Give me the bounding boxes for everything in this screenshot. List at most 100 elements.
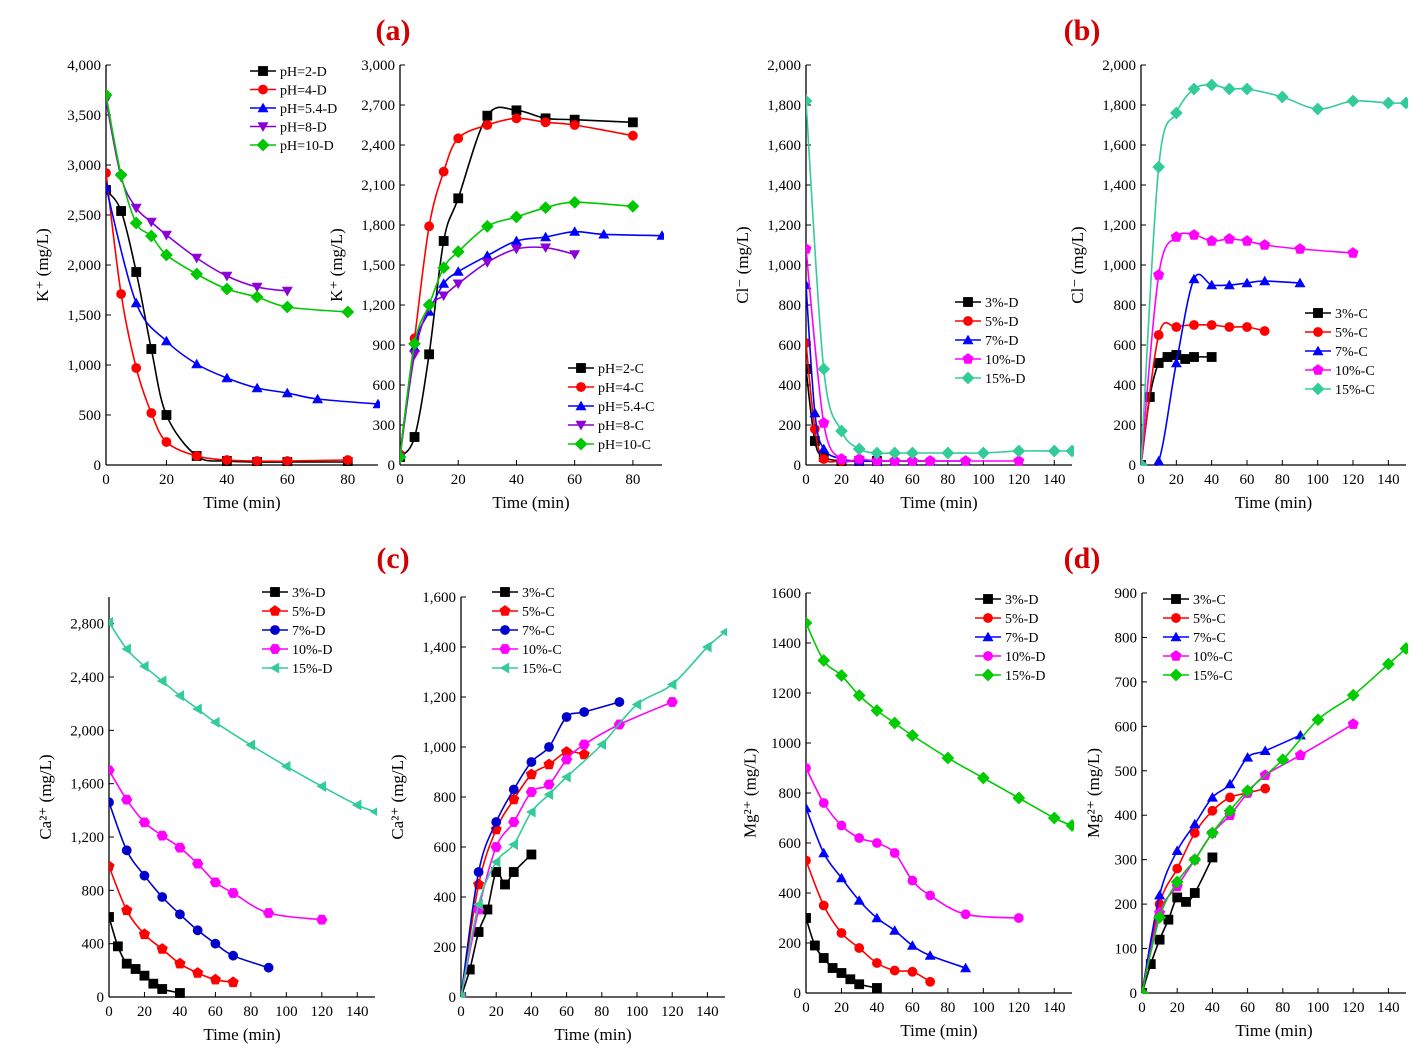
data-point: [452, 279, 464, 289]
series-pH=4-D: [106, 168, 353, 466]
y-tick-label: 200: [1115, 897, 1138, 913]
y-tick-label: 1,200: [1102, 218, 1136, 234]
data-point: [806, 913, 811, 923]
data-point: [1162, 352, 1173, 362]
x-tick-label: 0: [396, 472, 404, 488]
y-tick-label: 900: [1115, 586, 1138, 602]
data-point: [1170, 357, 1182, 368]
legend-label: 10%-C: [522, 643, 562, 658]
data-point: [160, 335, 172, 346]
y-tick-label: 1,600: [767, 138, 801, 154]
data-point: [1275, 90, 1289, 104]
data-point: [539, 201, 552, 215]
y-tick-label: 100: [1115, 942, 1138, 958]
legend-marker: [962, 353, 974, 364]
y-tick-label: 1,400: [1102, 178, 1136, 194]
x-tick-label: 120: [1342, 472, 1365, 488]
y-tick-label: 0: [97, 990, 105, 1006]
legend: 3%-C 5%-C 7%-C 10%-C 15%-C: [1305, 307, 1375, 398]
data-point: [1188, 273, 1200, 284]
x-tick-label: 40: [869, 1000, 884, 1016]
legend-label: 3%-C: [1193, 593, 1226, 608]
data-point: [543, 758, 555, 770]
x-tick-label: 0: [802, 472, 810, 488]
y-tick-label: 600: [779, 338, 802, 354]
y-tick-label: 1,000: [767, 258, 801, 274]
x-axis-label: Time (min): [492, 493, 569, 512]
x-tick-label: 20: [834, 472, 849, 488]
legend-label: 5%-C: [522, 605, 555, 620]
data-point: [1223, 233, 1235, 244]
y-tick-label: 700: [1115, 675, 1138, 691]
data-point: [1047, 444, 1061, 458]
data-point: [109, 912, 114, 922]
legend-label: pH=5.4-D: [280, 102, 337, 117]
x-tick-label: 80: [1275, 1000, 1290, 1016]
data-point: [906, 455, 918, 466]
x-axis-label: Time (min): [1235, 493, 1312, 512]
data-point: [906, 940, 918, 950]
x-axis-label: Time (min): [1235, 1021, 1312, 1040]
data-point: [1013, 455, 1025, 466]
data-point: [1294, 243, 1306, 254]
data-point: [818, 847, 830, 858]
data-point: [1169, 106, 1183, 120]
series-7%-C: [1141, 273, 1306, 466]
series-line: [1141, 273, 1301, 466]
data-point: [146, 344, 157, 354]
data-point: [1207, 805, 1218, 816]
data-point: [1065, 819, 1074, 832]
x-tick-label: 0: [802, 1000, 810, 1016]
y-tick-label: 2,000: [67, 258, 101, 274]
x-tick-label: 20: [137, 1004, 152, 1020]
legend-label: 10%-D: [1005, 650, 1045, 665]
data-point: [1172, 863, 1183, 874]
data-point: [598, 229, 610, 239]
x-tick-label: 40: [509, 472, 524, 488]
x-tick-label: 120: [1008, 472, 1031, 488]
legend-label: pH=10-C: [598, 438, 651, 453]
data-point: [631, 698, 642, 711]
legend-item: 10%-D: [975, 650, 1045, 665]
data-point: [369, 807, 377, 816]
data-point: [453, 193, 464, 204]
x-tick-label: 140: [1377, 472, 1400, 488]
y-tick-label: 500: [1115, 764, 1138, 780]
data-point: [490, 842, 502, 852]
data-point: [925, 890, 936, 901]
series-5%-C: [461, 746, 590, 998]
series-5%-D: [109, 860, 239, 988]
data-point: [1189, 818, 1201, 829]
data-point: [1242, 322, 1252, 332]
data-point: [156, 830, 168, 841]
x-tick-label: 0: [1137, 472, 1145, 488]
x-tick-label: 20: [1170, 1000, 1185, 1016]
data-point: [1241, 784, 1255, 798]
legend-marker: [500, 587, 510, 597]
x-tick-label: 0: [105, 1004, 113, 1020]
data-point: [131, 267, 142, 277]
y-tick-label: 1,400: [422, 640, 456, 656]
data-point: [1347, 718, 1359, 729]
data-point: [174, 957, 186, 969]
data-point: [490, 856, 501, 868]
series-7%-C: [461, 697, 625, 998]
y-tick-label: 1400: [771, 636, 801, 652]
x-tick-label: 80: [1275, 472, 1290, 488]
data-point: [1222, 82, 1236, 96]
data-point: [438, 236, 449, 246]
data-point: [251, 382, 263, 393]
legend-marker: [269, 662, 280, 674]
legend-marker: [258, 84, 268, 95]
data-point: [806, 243, 812, 254]
data-point: [568, 195, 582, 209]
panel-title-b: (b): [1064, 14, 1101, 47]
data-point: [854, 943, 865, 953]
legend-item: 3%-C: [1305, 307, 1368, 322]
series-line: [806, 767, 1019, 919]
legend-label: 7%-D: [1005, 631, 1038, 646]
data-point: [871, 455, 883, 466]
data-point: [157, 892, 168, 902]
y-tick-label: 1,800: [1102, 98, 1136, 114]
data-point: [453, 133, 464, 144]
